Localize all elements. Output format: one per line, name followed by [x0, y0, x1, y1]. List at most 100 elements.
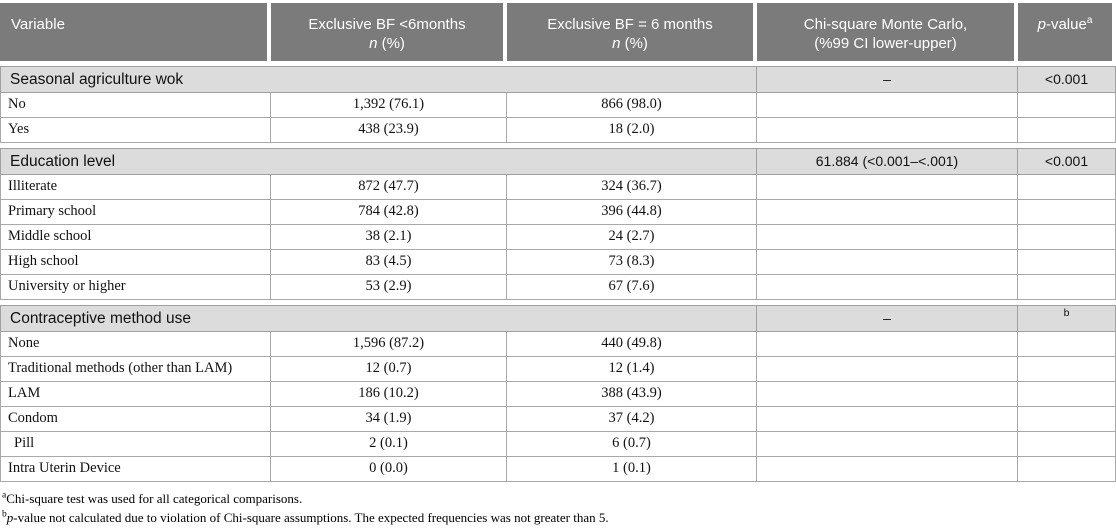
chi-square-cell-empty — [757, 382, 1018, 407]
chi-square-cell-empty — [757, 357, 1018, 382]
p-value-cell-empty — [1018, 275, 1116, 300]
bf-eq6-value: 866 (98.0) — [507, 93, 757, 118]
bf-eq6-value: 37 (4.2) — [507, 407, 757, 432]
bf-eq6-value: 1 (0.1) — [507, 457, 757, 482]
header-chi-line2: (%99 CI lower-upper) — [814, 35, 957, 52]
bf-eq6-value: 24 (2.7) — [507, 225, 757, 250]
bf-lt6-value: 784 (42.8) — [271, 200, 507, 225]
table-row: Traditional methods (other than LAM) 12 … — [0, 357, 1116, 382]
chi-square-cell-empty — [757, 332, 1018, 357]
p-value-cell-empty — [1018, 175, 1116, 200]
bf-lt6-value: 53 (2.9) — [271, 275, 507, 300]
chi-square-cell-empty — [757, 118, 1018, 143]
footnote-b: bp-value not calculated due to violation… — [2, 509, 609, 525]
section-row-education-level: Education level 61.884 (<0.001–<.001) <0… — [0, 148, 1116, 175]
section-p-value: <0.001 — [1018, 148, 1116, 175]
table-row: LAM 186 (10.2) 388 (43.9) — [0, 382, 1116, 407]
bf-eq6-value: 396 (44.8) — [507, 200, 757, 225]
bf-lt6-value: 186 (10.2) — [271, 382, 507, 407]
p-value-cell-empty — [1018, 382, 1116, 407]
bf-eq6-value: 67 (7.6) — [507, 275, 757, 300]
section-chi-square-value: – — [757, 305, 1018, 332]
header-chi-square: Chi-square Monte Carlo, (%99 CI lower-up… — [757, 3, 1018, 61]
table-row: No 1,392 (76.1) 866 (98.0) — [0, 93, 1116, 118]
row-label: Illiterate — [0, 175, 271, 200]
bf-lt6-value: 2 (0.1) — [271, 432, 507, 457]
chi-square-cell-empty — [757, 175, 1018, 200]
p-value-cell-empty — [1018, 200, 1116, 225]
header-chi-line1: Chi-square Monte Carlo, — [803, 16, 968, 33]
bf-lt6-value: 1,392 (76.1) — [271, 93, 507, 118]
p-value-cell-empty — [1018, 225, 1116, 250]
section-title: Seasonal agriculture wok — [0, 66, 757, 93]
row-label: Traditional methods (other than LAM) — [0, 357, 271, 382]
footnote-a: aChi-square test was used for all catego… — [2, 490, 303, 506]
p-value-cell-empty — [1018, 332, 1116, 357]
row-label: LAM — [0, 382, 271, 407]
table-row: Middle school 38 (2.1) 24 (2.7) — [0, 225, 1116, 250]
chi-square-cell-empty — [757, 457, 1018, 482]
section-chi-square-value: – — [757, 66, 1018, 93]
header-variable-label: Variable — [11, 16, 65, 33]
header-bf-eq6-line2: n (%) — [612, 35, 648, 52]
header-bf-lt6-line2: n (%) — [369, 35, 405, 52]
bf-eq6-value: 440 (49.8) — [507, 332, 757, 357]
chi-square-cell-empty — [757, 407, 1018, 432]
bf-lt6-value: 12 (0.7) — [271, 357, 507, 382]
row-label: Yes — [0, 118, 271, 143]
bf-eq6-value: 18 (2.0) — [507, 118, 757, 143]
bf-lt6-value: 438 (23.9) — [271, 118, 507, 143]
p-value-cell-empty — [1018, 407, 1116, 432]
section-chi-square-value: 61.884 (<0.001–<.001) — [757, 148, 1018, 175]
table-row: Yes 438 (23.9) 18 (2.0) — [0, 118, 1116, 143]
bf-lt6-value: 872 (47.7) — [271, 175, 507, 200]
bf-eq6-value: 12 (1.4) — [507, 357, 757, 382]
header-exclusive-bf-eq6: Exclusive BF = 6 months n (%) — [507, 3, 757, 61]
bf-eq6-value: 6 (0.7) — [507, 432, 757, 457]
table-footnotes: aChi-square test was used for all catego… — [0, 489, 1116, 527]
table-row: Pill 2 (0.1) 6 (0.7) — [0, 432, 1116, 457]
chi-square-cell-empty — [757, 93, 1018, 118]
bf-lt6-value: 38 (2.1) — [271, 225, 507, 250]
header-variable: Variable — [0, 3, 271, 61]
section-row-contraceptive-method: Contraceptive method use – b — [0, 305, 1116, 332]
table-row: Primary school 784 (42.8) 396 (44.8) — [0, 200, 1116, 225]
row-label: Pill — [0, 432, 271, 457]
p-value-cell-empty — [1018, 93, 1116, 118]
section-title: Contraceptive method use — [0, 305, 757, 332]
chi-square-cell-empty — [757, 200, 1018, 225]
table-row: University or higher 53 (2.9) 67 (7.6) — [0, 275, 1116, 300]
bf-lt6-value: 0 (0.0) — [271, 457, 507, 482]
table-row: Illiterate 872 (47.7) 324 (36.7) — [0, 175, 1116, 200]
row-label: Intra Uterin Device — [0, 457, 271, 482]
row-label: None — [0, 332, 271, 357]
table-header-row: Variable Exclusive BF <6months n (%) Exc… — [0, 3, 1116, 61]
p-value-cell-empty — [1018, 357, 1116, 382]
chi-square-cell-empty — [757, 275, 1018, 300]
bf-lt6-value: 1,596 (87.2) — [271, 332, 507, 357]
section-p-value: <0.001 — [1018, 66, 1116, 93]
chi-square-cell-empty — [757, 225, 1018, 250]
table-row: Condom 34 (1.9) 37 (4.2) — [0, 407, 1116, 432]
row-label: High school — [0, 250, 271, 275]
table-row: High school 83 (4.5) 73 (8.3) — [0, 250, 1116, 275]
p-value-cell-empty — [1018, 457, 1116, 482]
table-row: Intra Uterin Device 0 (0.0) 1 (0.1) — [0, 457, 1116, 482]
bf-eq6-value: 73 (8.3) — [507, 250, 757, 275]
p-value-cell-empty — [1018, 118, 1116, 143]
row-label: Middle school — [0, 225, 271, 250]
bf-eq6-value: 324 (36.7) — [507, 175, 757, 200]
p-value-cell-empty — [1018, 250, 1116, 275]
p-value-cell-empty — [1018, 432, 1116, 457]
header-bf-lt6-line1: Exclusive BF <6months — [308, 16, 466, 33]
header-bf-eq6-line1: Exclusive BF = 6 months — [547, 16, 713, 33]
row-label: Primary school — [0, 200, 271, 225]
chi-square-cell-empty — [757, 432, 1018, 457]
bf-lt6-value: 83 (4.5) — [271, 250, 507, 275]
row-label: Condom — [0, 407, 271, 432]
bf-eq6-value: 388 (43.9) — [507, 382, 757, 407]
section-title: Education level — [0, 148, 757, 175]
table-row: None 1,596 (87.2) 440 (49.8) — [0, 332, 1116, 357]
row-label: No — [0, 93, 271, 118]
